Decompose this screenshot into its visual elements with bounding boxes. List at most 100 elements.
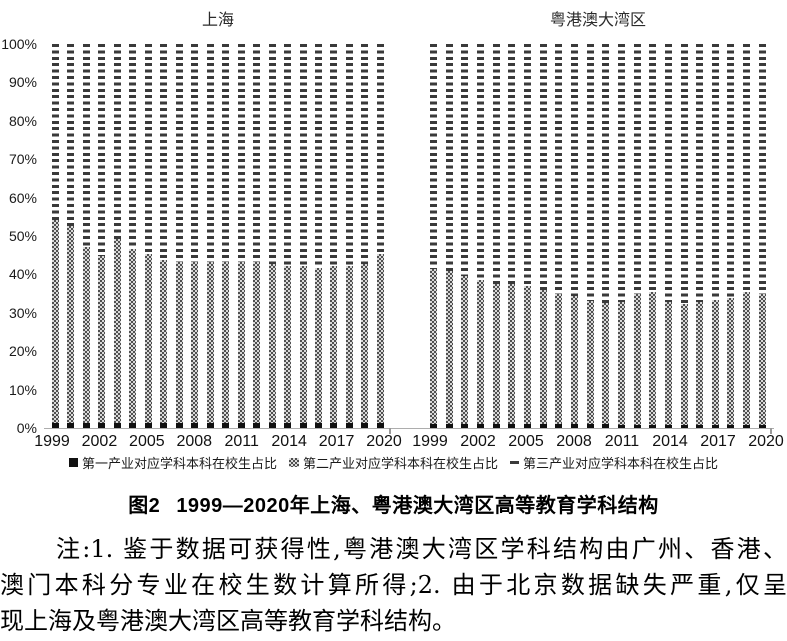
note-line-1: 注:1. 鉴于数据可获得性,粤港澳大湾区学科结构由广州、香港、 [56,535,787,563]
stacked-bar-2001 [461,44,469,428]
secondary-segment [67,225,75,424]
primary-segment [268,423,276,428]
secondary-segment [284,265,292,424]
tertiary-segment [430,44,437,269]
stacked-bar-2012 [633,44,641,428]
x-tick-label: 2008 [556,433,592,450]
tertiary-segment [508,44,516,284]
x-tick-label: 2011 [604,433,640,450]
x-tick-label: 2020 [366,433,402,450]
primary-segment [617,424,625,428]
x-tick-label: 2017 [318,433,355,450]
secondary-segment [461,276,469,425]
stacked-bar-1999 [52,44,59,428]
secondary-segment [268,264,276,424]
x-tick-label: 2011 [224,433,259,450]
stacked-bar-2007 [555,44,563,428]
y-tick-label: 100% [1,36,37,52]
legend-item-primary: 第一产业对应学科本科在校生占比 [68,453,277,472]
secondary-segment [633,294,641,425]
secondary-segment [144,254,152,424]
x-axis-line [44,428,774,429]
primary-segment [253,423,261,428]
stacked-bar-2010 [222,44,230,428]
x-tick-label: 2002 [81,433,118,450]
y-tick-label: 0% [16,420,37,436]
legend-item-secondary: 第二产业对应学科本科在校生占比 [288,453,498,472]
primary-segment [758,424,766,428]
tertiary-segment [602,44,610,304]
y-tick-label: 60% [8,189,37,206]
tertiary-segment [727,44,735,299]
stacked-bar-2020 [376,44,384,428]
stacked-bar-2001 [82,44,90,428]
tertiary-segment [52,44,59,220]
y-tick-label: 20% [8,343,37,360]
tertiary-segment [633,44,641,295]
stacked-bar-2005 [144,44,152,428]
tertiary-segment [222,44,230,263]
legend: 第一产业对应学科本科在校生占比 第二产业对应学科本科在校生占比 第三产业对应学科… [0,453,787,472]
stacked-bar-2012 [253,44,261,428]
secondary-segment [237,262,245,424]
tertiary-segment [492,44,500,284]
y-tick-label: 50% [8,228,37,244]
secondary-segment [570,295,578,425]
stacked-bar-2020 [758,44,766,428]
stacked-bar-2008 [570,44,578,428]
tertiary-segment [711,44,719,301]
primary-segment [476,424,484,428]
stacked-bar-2018 [727,44,735,428]
secondary-segment [680,303,688,425]
stacked-bar-2015 [680,44,688,428]
primary-segment [160,423,168,428]
tertiary-segment [680,44,688,304]
tertiary-segment [743,44,751,293]
x-tick-label: 2005 [508,433,544,450]
tertiary-segment [758,44,766,295]
stacked-bar-2019 [361,44,369,428]
secondary-segment [222,262,230,424]
secondary-segment [299,265,307,424]
secondary-segment [361,264,369,424]
y-tick-label: 10% [8,381,37,398]
shanghai-xaxis: 1999 2002 2005 2008 2011 2014 2017 2020 [34,433,402,451]
primary-segment [376,423,384,428]
secondary-segment [330,265,338,424]
secondary-segment [664,302,672,425]
primary-segment [743,424,751,428]
tertiary-segment [98,44,106,257]
primary-segment [237,423,245,428]
primary-segment [727,424,735,428]
stacked-bar-2016 [314,44,322,428]
primary-segment [711,424,719,428]
secondary-segment [508,284,516,425]
secondary-segment [113,239,121,424]
caption-title: 1999—2020年上海、粤港澳大湾区高等教育学科结构 [176,495,659,517]
x-tick-label: 2002 [460,433,496,450]
secondary-segment [727,298,735,425]
stacked-bar-2003 [113,44,121,428]
shanghai-plot [52,44,384,428]
tertiary-segment [314,44,322,268]
secondary-segment [649,292,657,425]
tertiary-segment [461,44,469,277]
checkered-square-swatch-icon [288,458,299,467]
stacked-bar-2013 [268,44,276,428]
tertiary-segment [330,44,338,266]
tertiary-segment [586,44,594,302]
tertiary-segment [253,44,261,263]
primary-segment [222,423,230,428]
stacked-bar-2014 [284,44,292,428]
secondary-segment [430,268,437,425]
stacked-bar-2005 [523,44,531,428]
tertiary-segment [345,44,353,266]
stacked-bar-2016 [696,44,704,428]
secondary-segment [758,294,766,425]
x-tick-label: 2008 [176,433,213,450]
secondary-segment [476,280,484,425]
legend-label-primary: 第一产业对应学科本科在校生占比 [81,456,277,471]
secondary-segment [539,289,547,425]
primary-segment [206,423,214,428]
